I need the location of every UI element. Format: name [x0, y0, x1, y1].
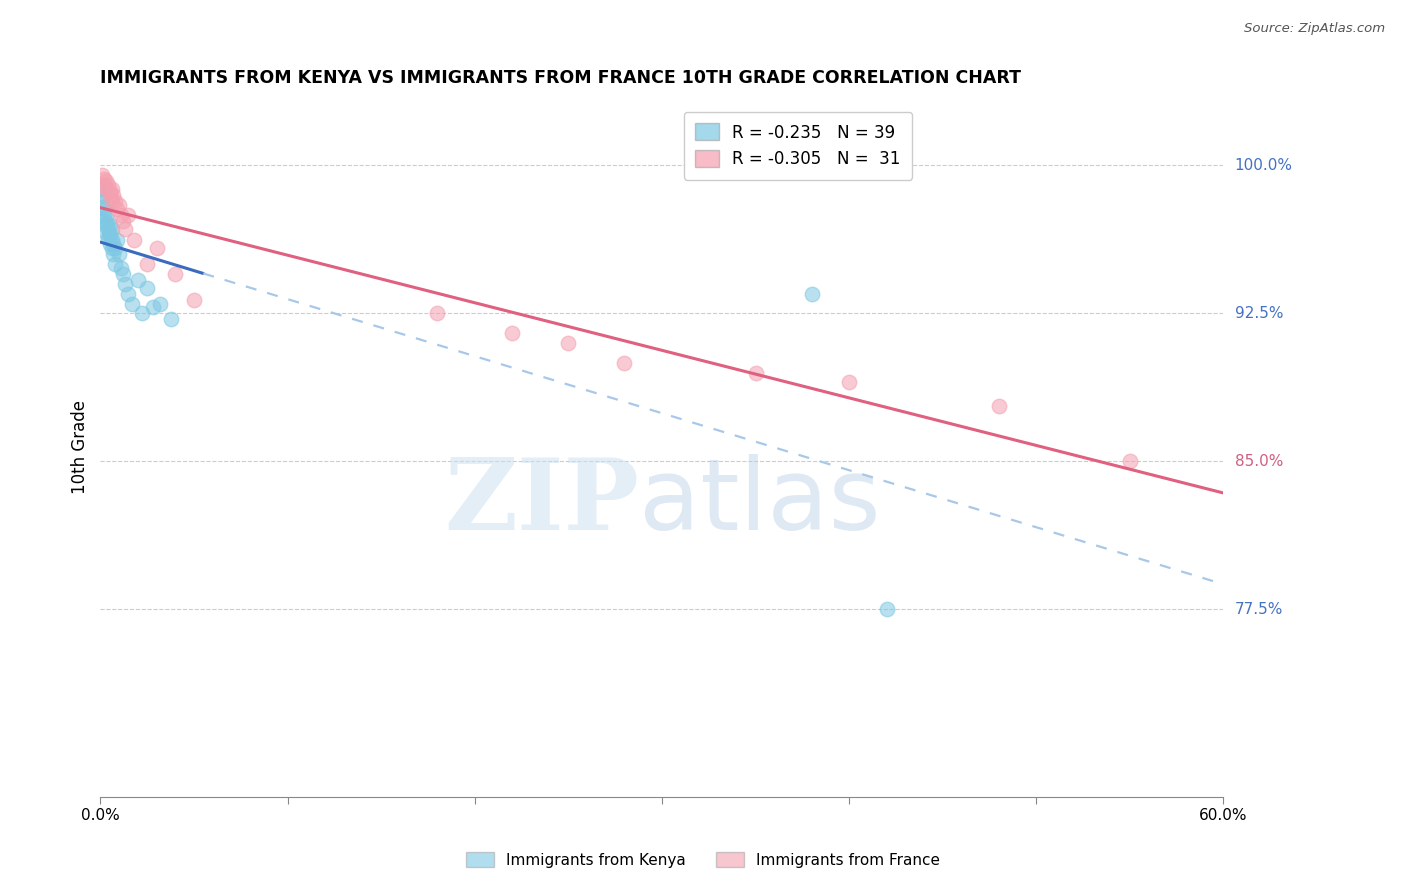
Text: Source: ZipAtlas.com: Source: ZipAtlas.com	[1244, 22, 1385, 36]
Point	[104, 257, 127, 271]
Text: ZIP: ZIP	[444, 454, 640, 551]
Point	[876, 602, 898, 616]
Point	[131, 306, 153, 320]
Point	[103, 247, 125, 261]
Text: 77.5%: 77.5%	[1234, 602, 1282, 616]
Point	[1119, 454, 1142, 468]
Point	[94, 182, 117, 196]
Point	[165, 267, 187, 281]
Point	[98, 184, 121, 198]
Y-axis label: 10th Grade: 10th Grade	[72, 400, 89, 493]
Point	[100, 182, 122, 196]
Point	[93, 208, 115, 222]
Point	[104, 241, 127, 255]
Point	[117, 208, 139, 222]
Point	[94, 210, 117, 224]
Point	[111, 267, 134, 281]
Point	[426, 306, 449, 320]
Point	[100, 194, 122, 208]
Point	[136, 281, 159, 295]
Point	[121, 296, 143, 310]
Point	[91, 194, 114, 208]
Point	[98, 188, 121, 202]
Point	[96, 216, 118, 230]
Text: atlas: atlas	[640, 454, 882, 551]
Point	[97, 227, 120, 242]
Point	[136, 257, 159, 271]
Point	[91, 188, 114, 202]
Point	[110, 260, 132, 275]
Point	[100, 234, 122, 248]
Point	[111, 213, 134, 227]
Point	[98, 218, 121, 232]
Point	[114, 277, 136, 291]
Point	[93, 172, 115, 186]
Point	[105, 234, 128, 248]
Point	[557, 336, 579, 351]
Point	[103, 237, 125, 252]
Point	[149, 296, 172, 310]
Point	[100, 241, 122, 255]
Point	[104, 194, 127, 208]
Point	[142, 301, 165, 315]
Point	[93, 213, 115, 227]
Point	[97, 221, 120, 235]
Point	[100, 221, 122, 235]
Point	[98, 227, 121, 242]
Point	[94, 218, 117, 232]
Point	[744, 366, 766, 380]
Point	[987, 399, 1010, 413]
Point	[94, 202, 117, 216]
Point	[93, 178, 115, 193]
Point	[103, 188, 125, 202]
Point	[94, 226, 117, 240]
Point	[91, 200, 114, 214]
Point	[117, 286, 139, 301]
Point	[800, 286, 823, 301]
Point	[110, 208, 132, 222]
Point	[90, 182, 112, 196]
Point	[114, 221, 136, 235]
Point	[108, 198, 131, 212]
Point	[91, 169, 114, 183]
Text: 92.5%: 92.5%	[1234, 306, 1284, 321]
Point	[160, 312, 183, 326]
Point	[97, 231, 120, 245]
Point	[98, 237, 121, 252]
Legend: Immigrants from Kenya, Immigrants from France: Immigrants from Kenya, Immigrants from F…	[458, 844, 948, 875]
Point	[183, 293, 205, 307]
Text: 85.0%: 85.0%	[1234, 454, 1282, 469]
Point	[122, 234, 145, 248]
Point	[127, 273, 149, 287]
Point	[105, 202, 128, 216]
Point	[613, 356, 636, 370]
Text: IMMIGRANTS FROM KENYA VS IMMIGRANTS FROM FRANCE 10TH GRADE CORRELATION CHART: IMMIGRANTS FROM KENYA VS IMMIGRANTS FROM…	[100, 69, 1021, 87]
Text: 100.0%: 100.0%	[1234, 158, 1292, 173]
Point	[501, 326, 523, 340]
Legend: R = -0.235   N = 39, R = -0.305   N =  31: R = -0.235 N = 39, R = -0.305 N = 31	[683, 112, 912, 180]
Point	[94, 174, 117, 188]
Point	[97, 178, 120, 193]
Point	[145, 241, 167, 255]
Point	[108, 247, 131, 261]
Point	[838, 376, 860, 390]
